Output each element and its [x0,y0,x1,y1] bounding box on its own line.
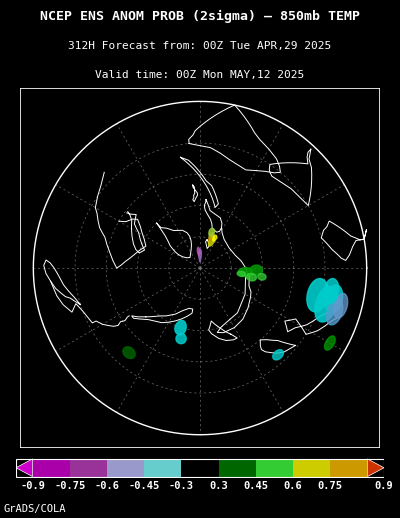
Text: -0.6: -0.6 [94,481,120,491]
Polygon shape [176,333,186,344]
Text: 0.6: 0.6 [284,481,302,491]
Polygon shape [175,321,186,335]
Bar [256,459,293,477]
Polygon shape [273,350,283,360]
Bar [330,459,368,477]
Polygon shape [123,347,135,358]
Polygon shape [16,459,32,477]
Polygon shape [212,235,217,241]
Bar [144,459,181,477]
Polygon shape [307,279,328,312]
Polygon shape [325,285,343,313]
Text: 0.9: 0.9 [375,481,393,491]
Polygon shape [258,274,266,280]
Bar [293,459,330,477]
Text: 0.45: 0.45 [243,481,268,491]
Polygon shape [324,279,339,304]
Polygon shape [368,459,384,477]
Polygon shape [208,236,215,246]
Polygon shape [315,286,337,322]
Polygon shape [209,233,214,241]
Text: 312H Forecast from: 00Z Tue APR,29 2025: 312H Forecast from: 00Z Tue APR,29 2025 [68,41,332,51]
Polygon shape [246,274,256,281]
Text: -0.75: -0.75 [54,481,85,491]
Bar [32,459,70,477]
Text: NCEP ENS ANOM PROB (2sigma) – 850mb TEMP: NCEP ENS ANOM PROB (2sigma) – 850mb TEMP [40,10,360,23]
Polygon shape [324,336,335,350]
Bar [107,459,144,477]
Text: Valid time: 00Z Mon MAY,12 2025: Valid time: 00Z Mon MAY,12 2025 [95,69,305,80]
Text: -0.9: -0.9 [20,481,45,491]
Text: GrADS/COLA: GrADS/COLA [4,504,66,514]
Bar [70,459,107,477]
Polygon shape [238,268,253,277]
Text: -0.45: -0.45 [128,481,160,491]
Text: -0.3: -0.3 [169,481,194,491]
Polygon shape [334,293,348,318]
Polygon shape [209,228,214,236]
Polygon shape [250,265,262,275]
Bar [219,459,256,477]
Polygon shape [237,271,246,277]
Polygon shape [198,249,202,262]
Text: 0.75: 0.75 [318,481,343,491]
Bar [181,459,219,477]
Polygon shape [197,247,200,255]
Text: 0.3: 0.3 [209,481,228,491]
Polygon shape [326,299,343,325]
